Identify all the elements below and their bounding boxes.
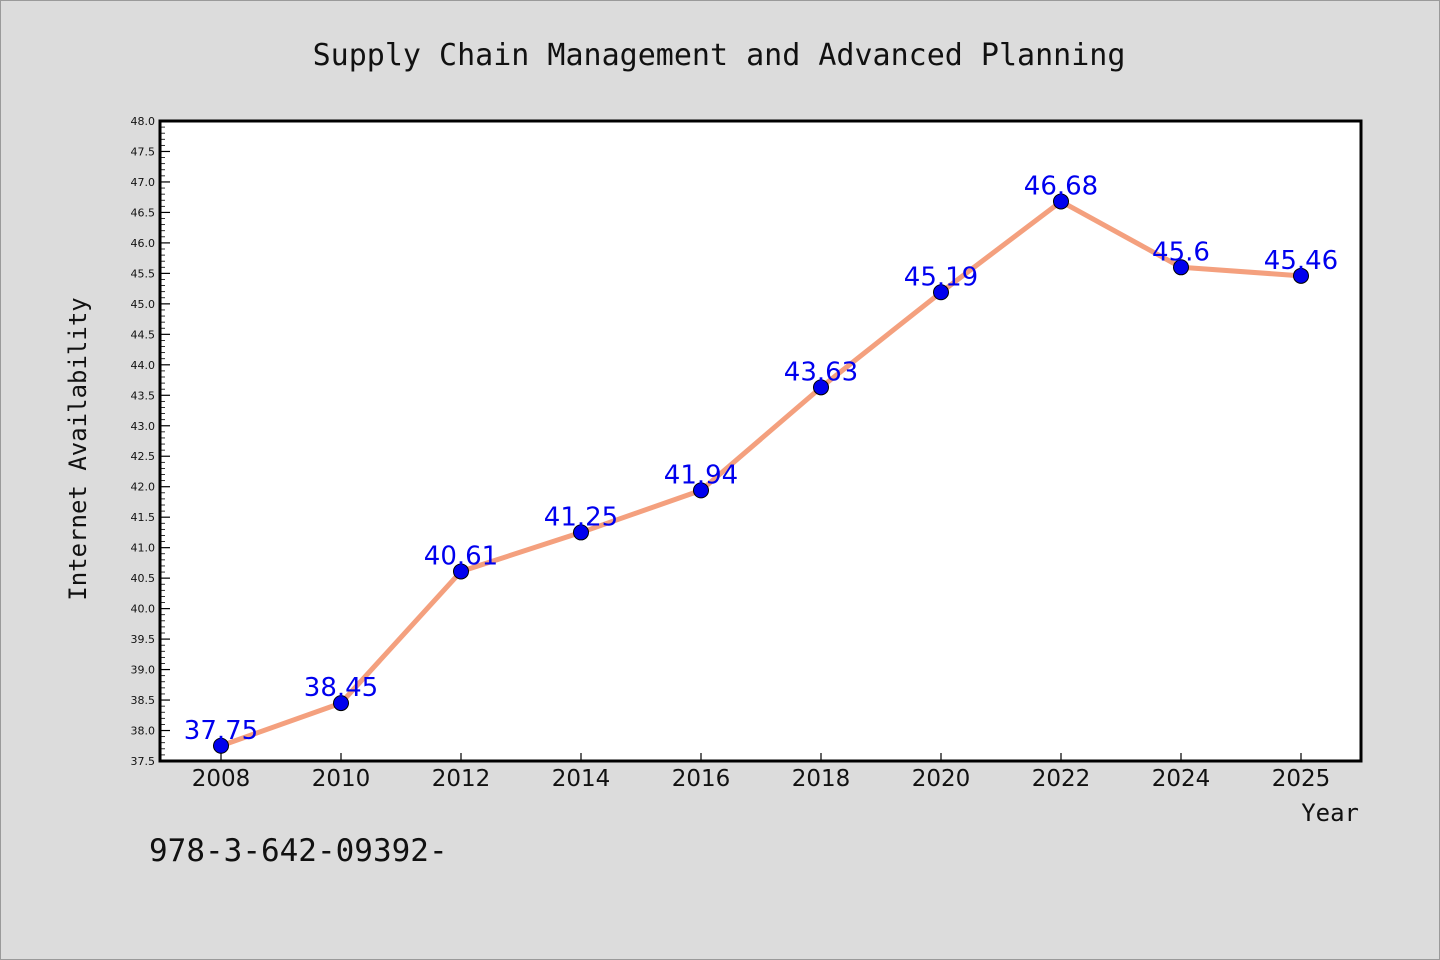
series-line [218, 198, 1304, 749]
y-tick-label: 39.5 [131, 633, 156, 646]
x-tick-label: 2020 [912, 766, 971, 792]
y-tick-label: 40.0 [131, 603, 156, 616]
x-tick-label: 2024 [1152, 766, 1211, 792]
y-tick-label: 39.0 [131, 664, 156, 677]
y-tick-label: 48.0 [131, 115, 156, 128]
data-label: 45.6 [1152, 237, 1210, 267]
y-tick-label: 41.5 [131, 511, 156, 524]
y-tick-label: 38.0 [131, 725, 156, 738]
y-tick-label: 40.5 [131, 572, 156, 585]
data-point [453, 563, 469, 580]
x-axis: 2008 2010 2012 2014 2016 2018 2020 2022 2024 2025 [192, 753, 1331, 792]
y-tick-label: 38.5 [131, 694, 156, 707]
x-axis-label: Year [1301, 799, 1359, 827]
y-tick-label: 46.0 [131, 237, 156, 250]
y-tick-label: 47.5 [131, 145, 156, 158]
x-tick-label: 2012 [432, 766, 491, 792]
x-tick-label: 2022 [1032, 766, 1091, 792]
data-label: 41.25 [544, 502, 618, 532]
x-tick-label: 2014 [552, 766, 611, 792]
data-point [1173, 259, 1189, 276]
data-point [933, 284, 949, 301]
chart-title: Supply Chain Management and Advanced Pla… [313, 38, 1126, 73]
x-tick-label: 2010 [312, 766, 371, 792]
data-point [813, 379, 829, 396]
y-tick-label: 42.0 [131, 481, 156, 494]
data-label: 45.46 [1264, 246, 1338, 276]
footer-code: 978-3-642-09392- [149, 833, 448, 869]
data-label: 45.19 [904, 262, 978, 292]
y-tick-label: 46.5 [131, 206, 156, 219]
data-label: 46.68 [1024, 171, 1098, 201]
x-tick-label: 2018 [792, 766, 851, 792]
data-series: 37.75 38.45 40.61 41.25 41.94 43.63 45.19 46.68… [184, 171, 1338, 754]
y-tick-label: 41.0 [131, 542, 156, 555]
y-tick-label: 45.5 [131, 267, 156, 280]
data-point [1053, 193, 1069, 210]
y-tick-label: 43.5 [131, 389, 156, 402]
y-tick-label: 44.5 [131, 328, 156, 341]
data-label: 43.63 [784, 357, 858, 387]
data-label: 40.61 [424, 541, 498, 571]
x-tick-label: 2025 [1272, 766, 1331, 792]
data-label: 38.45 [304, 673, 378, 703]
y-axis: 37.5 38.0 38.5 39.0 39.5 40.0 40.5 41.0 41.5 42.0… [131, 115, 170, 768]
data-point [693, 482, 709, 499]
y-tick-label: 43.0 [131, 420, 156, 433]
data-point [333, 695, 349, 712]
y-tick-label: 47.0 [131, 176, 156, 189]
data-label: 37.75 [184, 716, 258, 746]
y-tick-label: 45.0 [131, 298, 156, 311]
data-label: 41.94 [664, 460, 738, 490]
x-tick-label: 2008 [192, 766, 251, 792]
data-point [213, 737, 229, 754]
data-point [1293, 267, 1309, 284]
data-point [573, 524, 589, 541]
y-tick-label: 44.0 [131, 359, 156, 372]
y-tick-label: 37.5 [131, 755, 156, 768]
y-axis-label: Internet Availability [64, 297, 92, 600]
x-tick-label: 2016 [672, 766, 731, 792]
y-tick-label: 42.5 [131, 450, 156, 463]
